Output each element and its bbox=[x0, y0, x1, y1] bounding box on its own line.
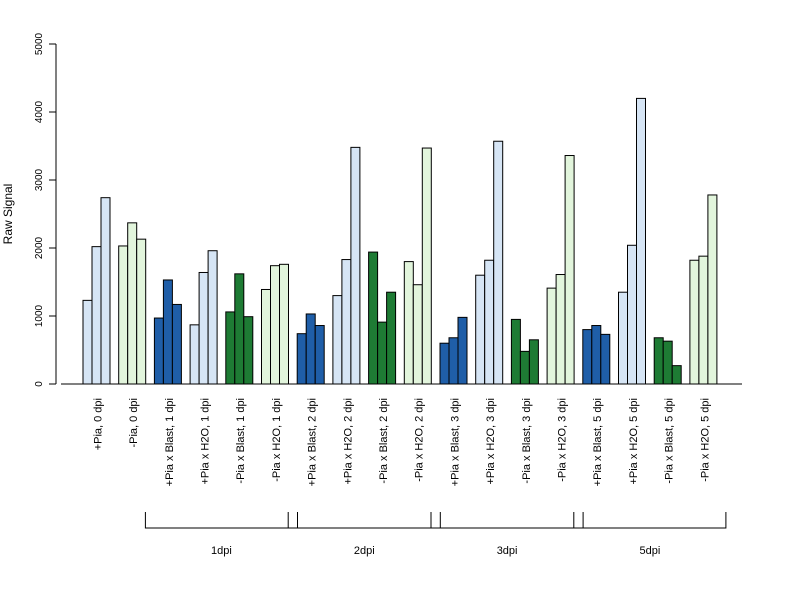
bar bbox=[591, 325, 602, 385]
bar bbox=[198, 271, 209, 385]
bar bbox=[207, 250, 218, 385]
group-bracket bbox=[573, 512, 727, 529]
bar bbox=[189, 324, 200, 385]
x-tick-label: +Pia, 0 dpi bbox=[92, 398, 104, 450]
bar bbox=[162, 279, 173, 385]
bar bbox=[243, 316, 254, 385]
y-tick-label: 5000 bbox=[34, 32, 45, 55]
x-tick-label: -Pia x Blast, 1 dpi bbox=[235, 398, 247, 484]
y-axis: 0 1000 2000 3000 4000 5000 bbox=[34, 32, 57, 387]
bar bbox=[546, 287, 557, 385]
x-tick-label: -Pia x Blast, 2 dpi bbox=[378, 398, 390, 484]
x-tick-label: -Pia x Blast, 5 dpi bbox=[664, 398, 676, 484]
bar bbox=[448, 337, 459, 385]
y-tick-label: 2000 bbox=[34, 236, 45, 259]
bar bbox=[457, 316, 468, 385]
bar bbox=[582, 329, 593, 385]
bar bbox=[421, 147, 432, 385]
bar bbox=[368, 251, 379, 385]
bar bbox=[100, 197, 111, 385]
bar bbox=[653, 337, 664, 385]
bar bbox=[600, 333, 611, 385]
bar bbox=[82, 299, 93, 385]
bar bbox=[475, 274, 486, 385]
x-tick-label: +Pia x Blast, 1 dpi bbox=[164, 398, 176, 486]
x-tick-label: -Pia x H2O, 2 dpi bbox=[414, 398, 426, 482]
x-tick-labels: +Pia, 0 dpi -Pia, 0 dpi +Pia x Blast, 1 dp… bbox=[92, 398, 711, 486]
y-axis-title: Raw Signal bbox=[1, 184, 15, 245]
bar bbox=[412, 284, 423, 385]
x-tick-label: +Pia x Blast, 3 dpi bbox=[449, 398, 461, 486]
bar bbox=[484, 259, 495, 385]
group-bracket bbox=[430, 512, 584, 529]
bar bbox=[707, 194, 718, 385]
group-bracket bbox=[287, 512, 441, 529]
bar bbox=[627, 244, 637, 385]
bar bbox=[261, 288, 271, 385]
group-label: 2dpi bbox=[354, 545, 375, 557]
x-tick-label: -Pia x H2O, 5 dpi bbox=[699, 398, 711, 482]
bar bbox=[519, 350, 530, 385]
bar bbox=[153, 317, 164, 385]
bar bbox=[493, 140, 504, 385]
x-tick-label: +Pia x H2O, 5 dpi bbox=[628, 398, 640, 485]
y-tick-label: 0 bbox=[34, 381, 45, 387]
bar bbox=[91, 246, 102, 385]
bars bbox=[82, 97, 718, 385]
bar bbox=[510, 318, 521, 385]
bar bbox=[296, 333, 307, 385]
bar bbox=[439, 342, 450, 385]
bar bbox=[689, 259, 700, 385]
bar bbox=[341, 259, 352, 385]
bar bbox=[314, 325, 325, 385]
bar bbox=[279, 263, 289, 385]
bar bbox=[270, 265, 280, 385]
bar bbox=[127, 222, 138, 385]
bar bbox=[350, 146, 361, 385]
bar bbox=[528, 339, 539, 385]
bar bbox=[698, 255, 709, 385]
bar bbox=[386, 291, 397, 385]
x-tick-label: -Pia x H2O, 1 dpi bbox=[271, 398, 283, 482]
group-label: 5dpi bbox=[640, 545, 661, 557]
bar bbox=[171, 303, 182, 385]
bar bbox=[136, 238, 147, 385]
bar bbox=[118, 245, 129, 385]
x-tick-label: -Pia x Blast, 3 dpi bbox=[521, 398, 533, 484]
bar bbox=[377, 321, 388, 385]
bar bbox=[671, 365, 682, 385]
x-tick-label: -Pia, 0 dpi bbox=[128, 398, 140, 448]
bar bbox=[332, 295, 343, 385]
bar bbox=[636, 97, 646, 385]
bar bbox=[225, 311, 236, 385]
bar bbox=[662, 340, 673, 385]
group-label: 1dpi bbox=[211, 545, 232, 557]
bar bbox=[555, 274, 566, 385]
x-tick-label: -Pia x H2O, 3 dpi bbox=[556, 398, 568, 482]
y-tick-label: 4000 bbox=[34, 100, 45, 123]
x-tick-label: +Pia x H2O, 2 dpi bbox=[342, 398, 354, 485]
y-tick-label: 3000 bbox=[34, 168, 45, 191]
bar bbox=[234, 273, 245, 385]
bar bbox=[305, 313, 316, 385]
x-tick-label: +Pia x H2O, 1 dpi bbox=[199, 398, 211, 485]
x-tick-label: +Pia x H2O, 3 dpi bbox=[485, 398, 497, 485]
group-bracket bbox=[144, 512, 298, 529]
x-tick-label: +Pia x Blast, 5 dpi bbox=[592, 398, 604, 486]
group-label: 3dpi bbox=[497, 545, 518, 557]
bar bbox=[564, 155, 575, 385]
y-tick-label: 1000 bbox=[34, 304, 45, 327]
bar bbox=[403, 261, 414, 385]
group-brackets: 1dpi 2dpi 3dpi 5dpi bbox=[144, 512, 727, 557]
x-tick-label: +Pia x Blast, 2 dpi bbox=[307, 398, 319, 486]
bar bbox=[618, 291, 628, 385]
